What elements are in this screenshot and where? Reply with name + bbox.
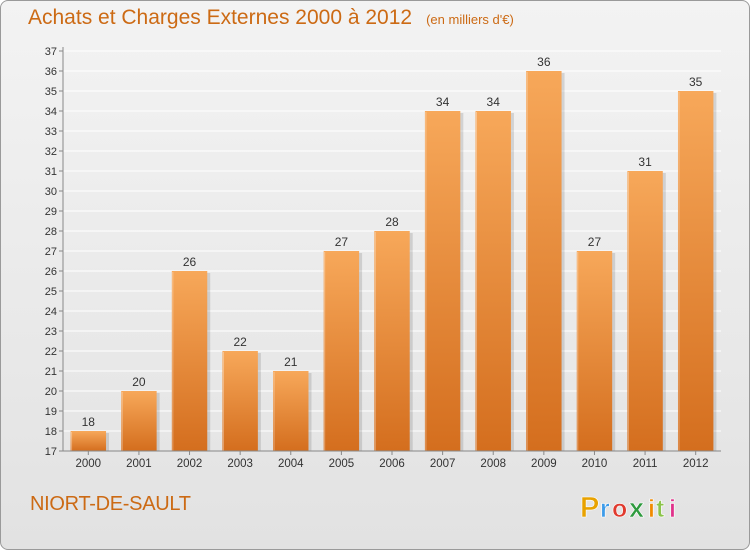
- bar-2004: [273, 371, 309, 451]
- y-tick-label: 37: [45, 46, 57, 58]
- logo-letter-t: t: [656, 495, 665, 523]
- bar-2003: [222, 351, 258, 451]
- x-tick-label: 2001: [126, 458, 152, 470]
- chart-title: Achats et Charges Externes 2000 à 2012: [28, 6, 413, 29]
- bar-value-label: 20: [132, 375, 146, 389]
- y-tick-label: 35: [45, 86, 57, 98]
- x-tick-label: 2009: [531, 458, 557, 470]
- y-tick-label: 22: [45, 346, 57, 358]
- logo-letter-o: o: [612, 495, 627, 523]
- bar-2002: [171, 271, 208, 451]
- x-tick-label: 2003: [227, 458, 253, 470]
- y-tick-label: 36: [45, 66, 57, 78]
- bar-value-label: 26: [183, 255, 197, 269]
- y-tick-label: 28: [45, 226, 57, 238]
- x-tick-label: 2007: [430, 458, 456, 470]
- bar-value-label: 36: [537, 55, 551, 69]
- y-tick-label: 21: [45, 366, 57, 378]
- y-tick-label: 32: [45, 146, 57, 158]
- bar-value-label: 22: [233, 335, 247, 349]
- x-tick-label: 2006: [379, 458, 405, 470]
- y-tick-label: 19: [45, 406, 57, 418]
- bar-2005: [323, 251, 360, 451]
- y-tick-label: 29: [45, 206, 57, 218]
- commune-name: NIORT-DE-SAULT: [30, 493, 191, 515]
- x-tick-label: 2000: [76, 458, 102, 470]
- bar-2008: [475, 111, 511, 451]
- bar-value-label: 27: [588, 235, 602, 249]
- bars: [70, 71, 717, 451]
- bar-2012: [677, 91, 714, 451]
- bar-value-label: 21: [284, 355, 298, 369]
- bar-value-label: 34: [436, 95, 450, 109]
- y-tick-label: 17: [45, 446, 57, 458]
- axes: 17 18 19 20 21 22 23 24 25 26 27 28 29 30 31 32 33 34 35 36…: [45, 46, 721, 470]
- bar-value-label: 27: [335, 235, 349, 249]
- y-tick-label: 31: [45, 166, 57, 178]
- chart-title-block: Achats et Charges Externes 2000 à 2012 (…: [28, 6, 514, 30]
- proxiti-logo[interactable]: P r o x i t i: [578, 489, 693, 525]
- data-labels: 18 20 26 22 21 27 28 34 34 36 27 31 35: [82, 55, 703, 429]
- x-tick-label: 2005: [329, 458, 355, 470]
- x-tick-label: 2002: [177, 458, 203, 470]
- bar-2001: [121, 391, 157, 451]
- bar-value-label: 34: [487, 95, 501, 109]
- y-tick-label: 25: [45, 286, 57, 298]
- y-tick-label: 34: [45, 106, 57, 118]
- x-tick-label: 2008: [480, 458, 506, 470]
- bar-2009: [526, 71, 562, 451]
- bar-value-label: 31: [638, 155, 652, 169]
- bar-value-label: 18: [82, 415, 96, 429]
- y-tick-label: 23: [45, 326, 57, 338]
- logo-letter-i2: i: [669, 495, 676, 523]
- logo-letter-r: r: [600, 495, 610, 523]
- bar-2000: [70, 431, 107, 451]
- y-tick-label: 26: [45, 266, 57, 278]
- y-tick-label: 20: [45, 386, 57, 398]
- logo-letter-p: P: [580, 492, 599, 524]
- chart-subtitle: (en milliers d'€): [426, 12, 514, 27]
- y-tick-label: 24: [45, 306, 57, 318]
- logo-letter-i1: i: [648, 495, 655, 523]
- bar-2006: [374, 231, 410, 451]
- logo-letter-x: x: [629, 493, 644, 523]
- bar-value-label: 28: [385, 215, 399, 229]
- x-tick-label: 2012: [683, 458, 709, 470]
- x-tick-label: 2010: [582, 458, 608, 470]
- bar-2011: [627, 171, 663, 451]
- bar-2010: [576, 251, 613, 451]
- y-tick-label: 33: [45, 126, 57, 138]
- x-tick-label: 2004: [278, 458, 304, 470]
- bar-2007: [424, 111, 461, 451]
- bar-value-label: 35: [689, 75, 703, 89]
- y-tick-label: 27: [45, 246, 57, 258]
- x-tick-label: 2011: [633, 458, 658, 470]
- y-tick-label: 30: [45, 186, 57, 198]
- y-tick-label: 18: [45, 426, 57, 438]
